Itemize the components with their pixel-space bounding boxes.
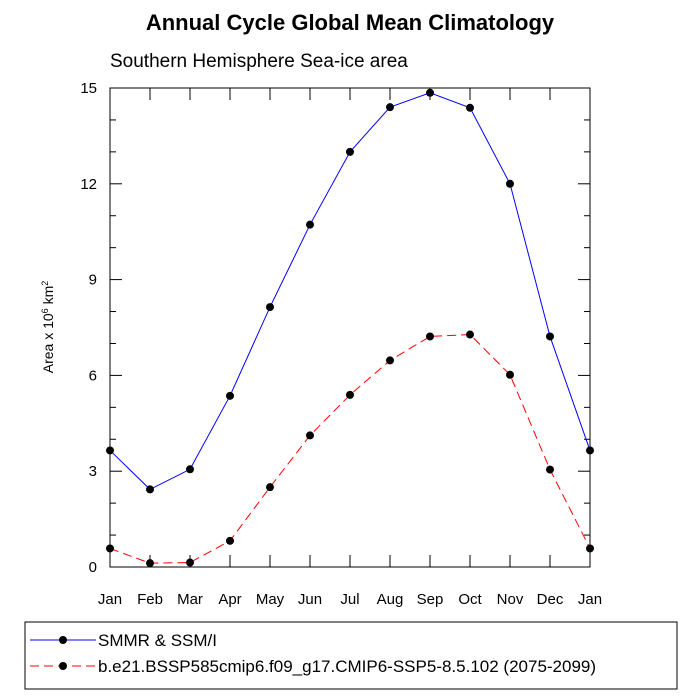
x-tick-label: Oct (458, 591, 482, 608)
series-1-point (226, 536, 234, 545)
plot-area: 0 3 6 9 12 15 Jan Feb Mar Apr May Jun Jul Aug Sep Oct No… (80, 80, 602, 608)
series-1-point (346, 390, 354, 399)
y-axis-label: Area x 106 km2 (40, 281, 56, 374)
series-0-point (506, 179, 514, 188)
series-1-point (426, 332, 434, 341)
plot-frame (109, 87, 591, 568)
series-0-point (386, 103, 394, 112)
y-tick-label: 6 (89, 367, 97, 384)
series-0-point (106, 446, 114, 455)
series-1-point (266, 483, 274, 492)
y-tick-label: 9 (89, 272, 97, 289)
series-0-point (266, 303, 274, 312)
x-tick-label: Nov (497, 591, 524, 608)
series-1-point (186, 558, 194, 567)
series-0-point (586, 446, 594, 455)
series-0-point (346, 147, 354, 156)
y-tick-label: 3 (89, 463, 97, 480)
x-tick-label: Apr (218, 591, 241, 608)
legend: SMMR & SSM/I b.e21.BSSP585cmip6.f09_g17.C… (24, 621, 678, 690)
series-line-1 (109, 334, 591, 564)
series-1-point (106, 544, 114, 553)
series-0-point (226, 391, 234, 400)
series-1-point (386, 356, 394, 365)
y-tick-label: 12 (80, 176, 97, 193)
series-0-point (306, 220, 314, 229)
series-1-point (506, 370, 514, 379)
legend-marker-1 (59, 662, 67, 670)
x-tick-label: Jan (578, 591, 602, 608)
x-tick-label: May (256, 591, 285, 608)
x-tick-label: Jul (340, 591, 359, 608)
y-tick-label: 15 (80, 80, 97, 97)
x-tick-label: Jan (98, 591, 122, 608)
chart-subtitle: Southern Hemisphere Sea-ice area (110, 51, 408, 72)
series-0-point (546, 332, 554, 341)
x-tick-label: Feb (137, 591, 163, 608)
series-1-point (306, 431, 314, 440)
series-1-point (546, 465, 554, 474)
legend-marker-0 (59, 636, 67, 644)
x-tick-label: Sep (417, 591, 444, 608)
series-0-point (186, 465, 194, 474)
legend-label-0: SMMR & SSM/I (98, 631, 217, 650)
x-tick-label: Mar (177, 591, 203, 608)
series-0-point (146, 485, 154, 494)
x-tick-label: Dec (537, 591, 564, 608)
x-tick-label: Jun (298, 591, 322, 608)
series-0-point (426, 88, 434, 97)
legend-label-1: b.e21.BSSP585cmip6.f09_g17.CMIP6-SSP5-8.… (98, 657, 596, 676)
series-0-point (466, 103, 474, 112)
y-tick-label: 0 (89, 559, 97, 576)
series-1-point (146, 559, 154, 568)
x-tick-label: Aug (377, 591, 404, 608)
series-1-point (586, 544, 594, 553)
legend-box (24, 621, 678, 690)
series-1-point (466, 330, 474, 339)
chart-title: Annual Cycle Global Mean Climatology (146, 10, 555, 35)
